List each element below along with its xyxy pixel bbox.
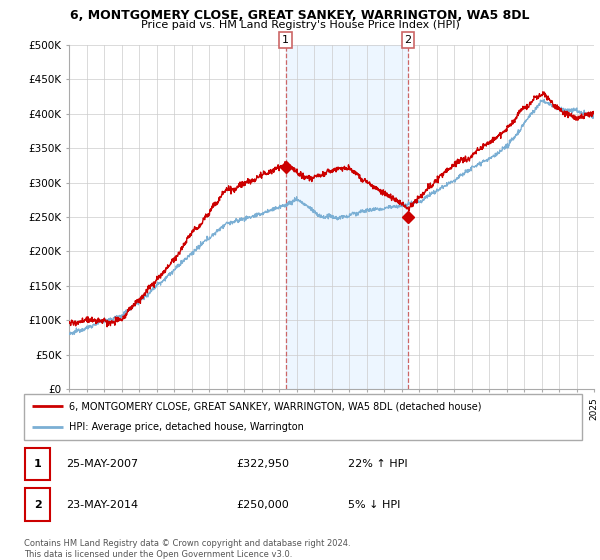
Text: £322,950: £322,950	[236, 459, 289, 469]
Text: 1: 1	[282, 35, 289, 45]
Bar	[25, 488, 50, 521]
Bar	[25, 448, 50, 480]
Text: HPI: Average price, detached house, Warrington: HPI: Average price, detached house, Warr…	[68, 422, 304, 432]
Bar	[286, 45, 408, 389]
Text: Contains HM Land Registry data © Crown copyright and database right 2024.
This d: Contains HM Land Registry data © Crown c…	[24, 539, 350, 559]
Text: 2: 2	[404, 35, 412, 45]
Text: 25-MAY-2007: 25-MAY-2007	[66, 459, 138, 469]
Text: 6, MONTGOMERY CLOSE, GREAT SANKEY, WARRINGTON, WA5 8DL: 6, MONTGOMERY CLOSE, GREAT SANKEY, WARRI…	[70, 9, 530, 22]
Text: 2: 2	[34, 500, 41, 510]
Text: 6, MONTGOMERY CLOSE, GREAT SANKEY, WARRINGTON, WA5 8DL (detached house): 6, MONTGOMERY CLOSE, GREAT SANKEY, WARRI…	[68, 401, 481, 411]
Text: Price paid vs. HM Land Registry's House Price Index (HPI): Price paid vs. HM Land Registry's House …	[140, 20, 460, 30]
Text: £250,000: £250,000	[236, 500, 289, 510]
Text: 23-MAY-2014: 23-MAY-2014	[66, 500, 138, 510]
Text: 22% ↑ HPI: 22% ↑ HPI	[347, 459, 407, 469]
Text: 5% ↓ HPI: 5% ↓ HPI	[347, 500, 400, 510]
Text: 1: 1	[34, 459, 41, 469]
